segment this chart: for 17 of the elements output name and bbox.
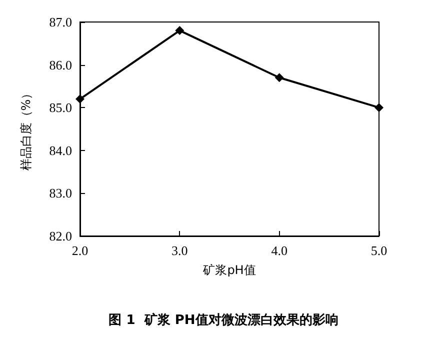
x-tick-label: 3.0 — [172, 243, 188, 258]
y-tick-label: 86.0 — [49, 57, 72, 72]
point — [274, 73, 284, 82]
x-tick-label: 5.0 — [370, 243, 388, 258]
y-tick-label: 84.0 — [49, 142, 72, 158]
x-tick-label: 2.0 — [72, 243, 88, 258]
point — [76, 94, 84, 104]
y-tick-label: 87.0 — [49, 14, 72, 30]
text: 图 1 矿浆 PH值对微波漂白效果的影响 — [108, 312, 338, 328]
x-tick-label: 4.0 — [271, 243, 288, 258]
point — [374, 103, 384, 112]
y-tick-label: 83.0 — [49, 186, 72, 201]
point — [175, 26, 184, 36]
y-tick-label: 85.0 — [49, 100, 72, 116]
y-axis-title: 样品白度（%） — [19, 87, 33, 171]
y-tick-label: 82.0 — [49, 228, 72, 244]
x-axis-title: 矿浆pH值 — [202, 263, 256, 277]
